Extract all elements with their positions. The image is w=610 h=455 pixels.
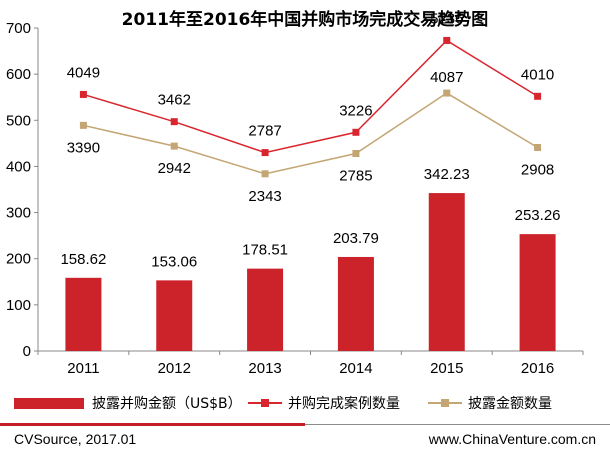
bar	[65, 277, 102, 351]
bar	[428, 193, 465, 351]
line-series-disclosed	[83, 92, 538, 175]
y-tick-label: 200	[6, 251, 31, 268]
line-data-label-deals: 4049	[67, 64, 100, 81]
line-data-label-deals: 3226	[339, 102, 372, 119]
line-point-deals	[79, 90, 87, 98]
x-tick-label: 2015	[430, 360, 463, 377]
line-data-label-disclosed: 2908	[521, 162, 554, 179]
line-data-label-deals: 3462	[158, 92, 191, 109]
line-data-label-disclosed: 3390	[67, 139, 100, 156]
line-point-disclosed	[170, 142, 178, 150]
line-data-label-disclosed: 2785	[339, 168, 372, 185]
line-point-deals	[443, 36, 451, 44]
legend-item-bar: 披露并购金额（US$B）	[14, 392, 242, 414]
line-point-disclosed	[261, 170, 269, 178]
line-data-label-deals: 4010	[521, 66, 554, 83]
bar	[247, 268, 284, 351]
bar	[156, 280, 193, 351]
y-tick-label: 700	[6, 20, 31, 37]
legend: 披露并购金额（US$B） 并购完成案例数量 披露金额数量	[0, 392, 610, 414]
legend-bar-swatch	[14, 397, 84, 409]
line-point-deals	[261, 149, 269, 157]
bar-data-label: 158.62	[60, 251, 106, 268]
line-point-disclosed	[443, 89, 451, 97]
legend-item-deals: 并购完成案例数量	[248, 392, 400, 414]
chart-title: 2011年至2016年中国并购市场完成交易趋势图	[121, 10, 489, 30]
legend-disclosed-swatch	[428, 397, 462, 409]
y-tick-label: 500	[6, 112, 31, 129]
y-tick-label: 300	[6, 205, 31, 222]
line-data-label-disclosed: 2942	[158, 160, 191, 177]
legend-label-deals: 并购完成案例数量	[288, 396, 400, 412]
bar-data-label: 203.79	[333, 230, 379, 247]
y-tick-label: 0	[23, 343, 31, 360]
y-tick-label: 600	[6, 66, 31, 83]
line-point-disclosed	[534, 144, 542, 152]
x-tick-label: 2013	[248, 360, 281, 377]
line-point-disclosed	[79, 121, 87, 129]
y-tick-label: 400	[6, 158, 31, 175]
footer-divider	[0, 423, 610, 426]
legend-deals-swatch	[248, 397, 282, 409]
line-data-label-disclosed: 4087	[430, 69, 463, 86]
line-series-deals	[83, 39, 538, 154]
bar-data-label: 342.23	[424, 166, 470, 183]
line-point-deals	[170, 118, 178, 126]
x-tick-label: 2014	[339, 360, 372, 377]
line-data-label-deals: 5236	[430, 10, 463, 27]
y-tick-label: 100	[6, 297, 31, 314]
footer-source: CVSource, 2017.01	[14, 431, 137, 447]
line-data-label-deals: 2787	[248, 123, 281, 140]
bar-data-label: 153.06	[151, 253, 197, 270]
line-point-deals	[352, 128, 360, 136]
legend-item-disclosed: 披露金额数量	[428, 392, 552, 414]
bar-data-label: 178.51	[242, 242, 288, 259]
line-data-label-disclosed: 2343	[248, 188, 281, 205]
x-tick-label: 2011	[67, 360, 99, 377]
legend-label-disclosed: 披露金额数量	[468, 396, 552, 412]
bar	[519, 234, 556, 351]
footer-website: www.ChinaVenture.com.cn	[428, 431, 596, 447]
bar	[337, 256, 374, 351]
x-tick-label: 2012	[158, 360, 191, 377]
line-point-deals	[534, 92, 542, 100]
line-point-disclosed	[352, 150, 360, 158]
bar-data-label: 253.26	[515, 207, 561, 224]
legend-label-bar: 披露并购金额（US$B）	[92, 396, 242, 412]
x-tick-label: 2016	[521, 360, 554, 377]
